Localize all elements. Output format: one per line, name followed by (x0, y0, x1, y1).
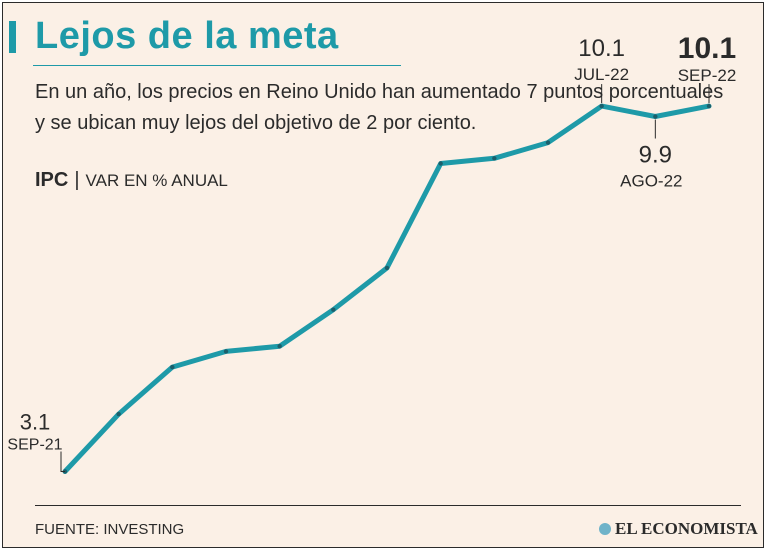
value-label-sep-21: 3.1 (20, 409, 51, 434)
chart-label: IPC | VAR EN % ANUAL (35, 169, 228, 192)
series-line (62, 103, 712, 474)
globe-icon (599, 523, 611, 535)
data-point-may-22 (492, 156, 497, 161)
date-label-sep-21: SEP-21 (7, 436, 62, 453)
data-point-oct-21 (116, 411, 121, 417)
footer-divider (35, 505, 741, 506)
data-point-feb-22 (331, 307, 336, 312)
data-point-ene-22 (277, 344, 282, 349)
data-point-abr-22 (438, 161, 443, 166)
data-point-dic-21 (223, 349, 229, 354)
title-accent-bar (9, 21, 16, 53)
date-label-ago-22: AGO-22 (620, 172, 682, 191)
source-label: FUENTE: INVESTING (35, 521, 185, 538)
logo-text: EL ECONOMISTA (615, 519, 758, 538)
unit-label: VAR EN % ANUAL (85, 171, 228, 190)
data-point-nov-21 (170, 364, 175, 370)
value-label-ago-22: 9.9 (639, 142, 672, 169)
publisher-logo: EL ECONOMISTA (599, 519, 758, 539)
date-label-sep-22: SEP-22 (678, 66, 737, 85)
value-label-sep-22: 10.1 (678, 32, 736, 65)
page-title: Lejos de la meta (35, 15, 339, 57)
label-separator: | (74, 169, 80, 191)
title-underline (33, 65, 401, 66)
leader-line-sep-21 (60, 451, 65, 472)
data-point-jun-22 (545, 140, 551, 145)
indicator-label: IPC (35, 169, 69, 191)
date-label-jul-22: JUL-22 (574, 65, 629, 84)
data-point-sep-22 (706, 103, 712, 109)
data-point-jul-22 (599, 103, 604, 109)
value-label-jul-22: 10.1 (578, 35, 625, 62)
subtitle: En un año, los precios en Reino Unido ha… (35, 81, 724, 134)
data-point-mar-22 (384, 265, 390, 271)
data-point-ago-22 (653, 114, 658, 119)
